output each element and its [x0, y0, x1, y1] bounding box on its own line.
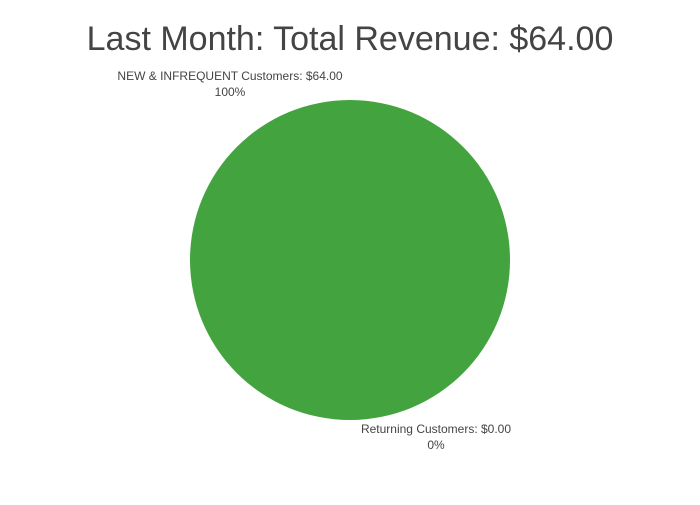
chart-title: Last Month: Total Revenue: $64.00 — [87, 20, 614, 58]
slice-label: NEW & INFREQUENT Customers: $64.00 — [117, 69, 342, 83]
slice-percent-label: 0% — [427, 438, 445, 452]
slice-label: Returning Customers: $0.00 — [361, 422, 511, 436]
slice-labels: NEW & INFREQUENT Customers: $64.00 100% Re… — [117, 69, 511, 452]
slice-percent-label: 100% — [215, 85, 246, 99]
pie-group — [190, 100, 510, 420]
pie-slice[interactable] — [190, 100, 510, 420]
